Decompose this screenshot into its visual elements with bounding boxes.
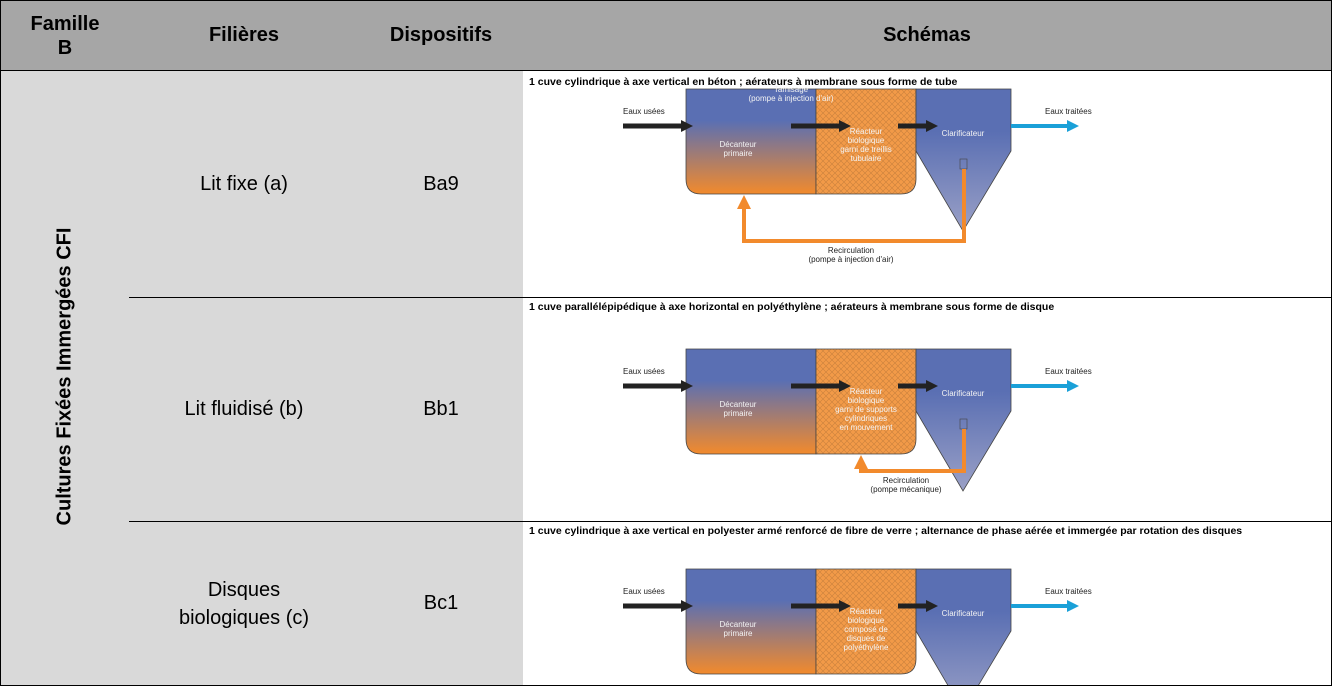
reactor-label: cylindriques [845, 414, 887, 423]
family-label: Cultures Fixées Immergées CFI [53, 227, 76, 525]
filiere: Lit fluidisé (b) [184, 398, 304, 420]
arrow-head [737, 195, 751, 209]
reactor-label: biologique [848, 616, 885, 625]
inlet-label: Eaux usées [623, 367, 665, 376]
header-dispositifs: Dispositifs [359, 1, 523, 71]
filiere: Disques biologiques (c) [178, 578, 310, 629]
schema-diagram: Eaux usées Eaux traitées Décanteurprimaire… [623, 348, 1092, 494]
arrow-head [1067, 120, 1079, 132]
recirc-label: Recirculation [883, 476, 929, 485]
reactor-label: polyéthylène [844, 643, 889, 652]
row-separator [129, 521, 1331, 522]
schema-caption: 1 cuve cylindrique à axe vertical en bét… [529, 76, 958, 88]
decanter-label: Décanteur [720, 140, 757, 149]
decanter-label: primaire [724, 149, 753, 158]
clarifier-label: Clarificateur [942, 609, 985, 618]
reactor-label: disques de [847, 634, 886, 643]
arrow-head [1067, 380, 1079, 392]
row-separator [129, 297, 1331, 298]
decanter-tank [685, 348, 817, 455]
clarifier-label: Clarificateur [942, 389, 985, 398]
reactor-label: tubulaire [851, 154, 882, 163]
decanter-label: Décanteur [720, 400, 757, 409]
recirc-label: (pompe mécanique) [870, 485, 941, 494]
decanter-label: primaire [724, 629, 753, 638]
family-cell: Cultures Fixées Immergées CFI [1, 71, 129, 685]
arrow-head [926, 380, 938, 392]
arrow-head [839, 600, 851, 612]
dispositif: Bb1 [423, 398, 459, 420]
recirc-label: (pompe à injection d'air) [808, 255, 893, 264]
arrow-head [681, 120, 693, 132]
recirc-label: Recirculation [828, 246, 874, 255]
arrow-head [926, 120, 938, 132]
header-famille: Famille B [1, 1, 129, 71]
grey-columns [129, 71, 523, 685]
arrow-head [839, 380, 851, 392]
header-filieres: Filières [129, 1, 359, 71]
reactor-label: garni de treillis [840, 145, 892, 154]
outlet-label: Eaux traitées [1045, 367, 1092, 376]
arrow-head [839, 120, 851, 132]
reactor-label: en mouvement [840, 423, 894, 432]
clarifier-tank [915, 568, 1012, 685]
dispositif: Ba9 [423, 172, 459, 195]
decanter-tank [685, 88, 817, 195]
inlet-label: Eaux usées [623, 107, 665, 116]
schema-diagram: Eaux usées Eaux traitées Décanteurprimaire… [623, 568, 1092, 685]
dispositif: Bc1 [423, 592, 459, 614]
filiere: Lit fixe (a) [200, 172, 288, 195]
reactor-label: biologique [848, 136, 885, 145]
decanter-label: primaire [724, 409, 753, 418]
recirc-line [742, 169, 966, 243]
arrow-head [681, 380, 693, 392]
screening-label: Tamisage [774, 85, 809, 94]
arrow-head [681, 600, 693, 612]
reactor-label: Réacteur [850, 127, 883, 136]
arrow-head [854, 455, 868, 469]
reactor-label: biologique [848, 396, 885, 405]
reactor-label: composé de [844, 625, 888, 634]
inlet-label: Eaux usées [623, 587, 665, 596]
outlet-label: Eaux traitées [1045, 587, 1092, 596]
reactor-label: Réacteur [850, 607, 883, 616]
decanter-tank [685, 568, 817, 675]
reactor-label: Réacteur [850, 387, 883, 396]
clarifier-tank [915, 88, 1012, 232]
screening-label: (pompe à injection d'air) [748, 94, 833, 103]
reactor-tank [815, 348, 917, 455]
arrow-head [926, 600, 938, 612]
schema-caption: 1 cuve cylindrique à axe vertical en pol… [529, 525, 1243, 537]
reactor-label: garni de supports [835, 405, 897, 414]
arrow-head [1067, 600, 1079, 612]
reactor-tank [815, 88, 917, 195]
decanter-label: Décanteur [720, 620, 757, 629]
schema-caption: 1 cuve parallélépipédique à axe horizont… [529, 301, 1055, 313]
outlet-label: Eaux traitées [1045, 107, 1092, 116]
reactor-tank [815, 568, 917, 675]
header-schemas: Schémas [523, 1, 1331, 71]
clarifier-label: Clarificateur [942, 129, 985, 138]
clarifier-tank [915, 348, 1012, 492]
